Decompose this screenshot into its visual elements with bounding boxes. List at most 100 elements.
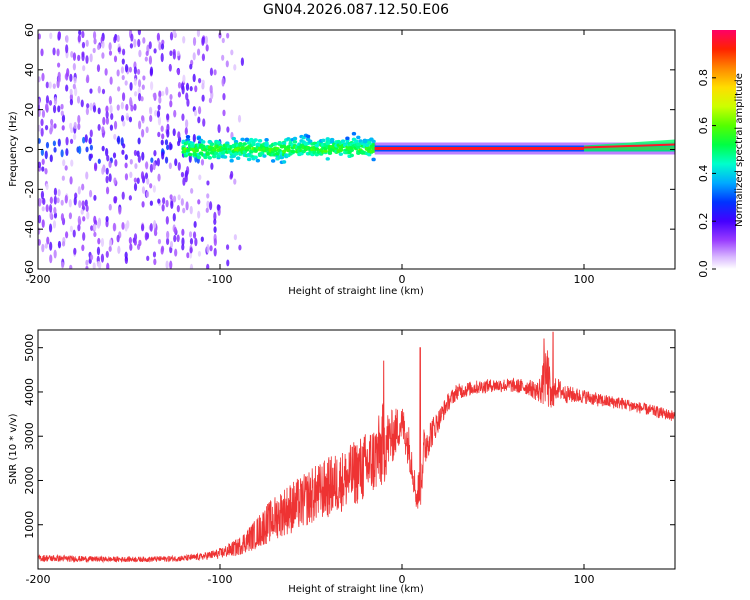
colorbar-gradient xyxy=(712,30,736,269)
spectrogram-cell xyxy=(197,199,201,205)
spectrogram-cell xyxy=(69,73,73,82)
spectrogram-cell xyxy=(105,116,109,125)
spectrogram-cell xyxy=(38,214,42,224)
spectrogram-cell xyxy=(124,162,128,169)
spectrogram-cell xyxy=(189,63,193,70)
spectrogram-cell xyxy=(264,138,269,142)
spectrogram-cell xyxy=(90,225,94,231)
spectrogram-cell xyxy=(50,123,54,133)
spectrogram-cell xyxy=(340,139,346,143)
spectrogram-cell xyxy=(49,154,53,163)
spectrogram-cell xyxy=(57,240,62,249)
spectrogram-cell xyxy=(130,104,134,112)
spectrogram-cell xyxy=(205,151,210,156)
spectrogram-cell xyxy=(206,263,210,269)
spectrogram-cell xyxy=(154,109,158,117)
spectrogram-cell xyxy=(270,159,276,163)
spectrogram-cell xyxy=(38,239,41,246)
spectrogram-cell xyxy=(121,191,125,200)
spectrogram-cell xyxy=(120,114,125,122)
spectrogram-cell xyxy=(138,239,142,247)
spectrogram-cell xyxy=(45,204,49,213)
spectrogram-cell xyxy=(82,216,86,222)
spectrogram-cell xyxy=(129,82,133,91)
spectrogram-cell xyxy=(209,245,213,252)
colorbar-tick-label: 0.6 xyxy=(697,117,710,135)
spectrogram-cell xyxy=(146,178,150,185)
spectrogram-cell xyxy=(213,218,217,225)
spectrogram-cell xyxy=(49,196,53,204)
spectrogram-cell xyxy=(160,247,164,255)
spectrogram-cell xyxy=(38,197,42,207)
spectrogram-cell xyxy=(105,250,109,258)
spectrogram-cell xyxy=(61,175,65,181)
spectrogram-cell xyxy=(203,155,208,160)
spectrogram-cell xyxy=(44,243,48,249)
spectrogram-cell xyxy=(305,134,311,139)
spectrogram-cell xyxy=(182,74,186,83)
snr-xtick-label: -200 xyxy=(26,573,51,586)
spectrogram-cell xyxy=(41,109,46,118)
spectrogram-cell xyxy=(86,103,90,109)
spectrogram-cell xyxy=(148,41,152,50)
spectrogram-cell xyxy=(242,142,247,146)
spectrogram-cell xyxy=(157,131,161,138)
spectrogram-cell xyxy=(53,123,57,129)
spectrogram-cell xyxy=(325,157,330,161)
spectrogram-cell xyxy=(157,238,162,245)
spectrogram-axes: -200 -100 0 100 60 40 20 0 -20 -40 -60 xyxy=(23,23,675,286)
spectrogram-cell xyxy=(164,156,169,164)
spectrogram-cell xyxy=(173,226,177,234)
spectrogram-cell xyxy=(105,167,109,175)
spectrogram-cell xyxy=(57,31,61,37)
spectrogram-cell xyxy=(222,109,226,117)
spectrogram-cell xyxy=(125,103,129,111)
spectrogram-cell xyxy=(105,147,109,157)
spectrogram-cell xyxy=(97,44,101,51)
spectrogram-cell xyxy=(101,167,105,175)
spectrogram-cell xyxy=(44,125,49,131)
spectrogram-cell xyxy=(53,206,57,215)
spectrogram-cell xyxy=(53,249,57,259)
spectrogram-cell xyxy=(196,48,201,56)
spectrogram-xtick-label: -200 xyxy=(26,273,51,286)
spectrogram-cell xyxy=(226,259,230,267)
spectrogram-cell xyxy=(85,146,89,153)
spectrogram-cell xyxy=(158,41,162,51)
spectrogram-cell xyxy=(240,57,244,66)
colorbar-label: Normalized spectral amplitude xyxy=(734,73,745,227)
spectrogram-cell xyxy=(144,231,148,241)
snr-axes: -200 -100 0 100 1000 2000 3000 4000 5000 xyxy=(23,330,675,586)
spectrogram-cell xyxy=(206,193,210,199)
spectrogram-cell xyxy=(45,183,49,190)
spectrogram-cell xyxy=(165,260,169,269)
spectrogram-cell xyxy=(53,96,58,106)
spectrogram-cell xyxy=(165,215,169,225)
spectrogram-cell xyxy=(41,166,45,172)
spectrogram-cell xyxy=(93,224,97,231)
spectrogram-cell xyxy=(130,33,134,42)
spectrogram-cell xyxy=(41,219,45,228)
spectrogram-cell xyxy=(156,32,160,41)
spectrogram-cell xyxy=(184,170,189,178)
spectrogram-cell xyxy=(169,50,173,57)
spectrogram-cell xyxy=(44,168,48,175)
spectrogram-cell xyxy=(170,200,174,210)
spectrogram-cell xyxy=(93,38,97,45)
spectrogram-cell xyxy=(161,151,165,160)
spectrogram-cell xyxy=(117,135,121,145)
spectrogram-cell xyxy=(192,52,196,61)
spectrogram-cell xyxy=(204,35,208,45)
spectrogram-cell xyxy=(213,69,217,76)
spectrogram-cell xyxy=(53,147,57,153)
spectrogram-cell xyxy=(121,149,125,155)
spectrogram-cell xyxy=(41,243,45,253)
spectrogram-cell xyxy=(89,102,93,111)
spectrogram-cell xyxy=(197,116,201,124)
spectrogram-cell xyxy=(169,194,173,200)
spectrogram-cell xyxy=(273,142,278,146)
spectrogram-cell xyxy=(145,126,149,134)
spectrogram-cell xyxy=(255,158,261,163)
spectrogram-cell xyxy=(136,68,141,75)
spectrogram-cell xyxy=(181,237,185,246)
